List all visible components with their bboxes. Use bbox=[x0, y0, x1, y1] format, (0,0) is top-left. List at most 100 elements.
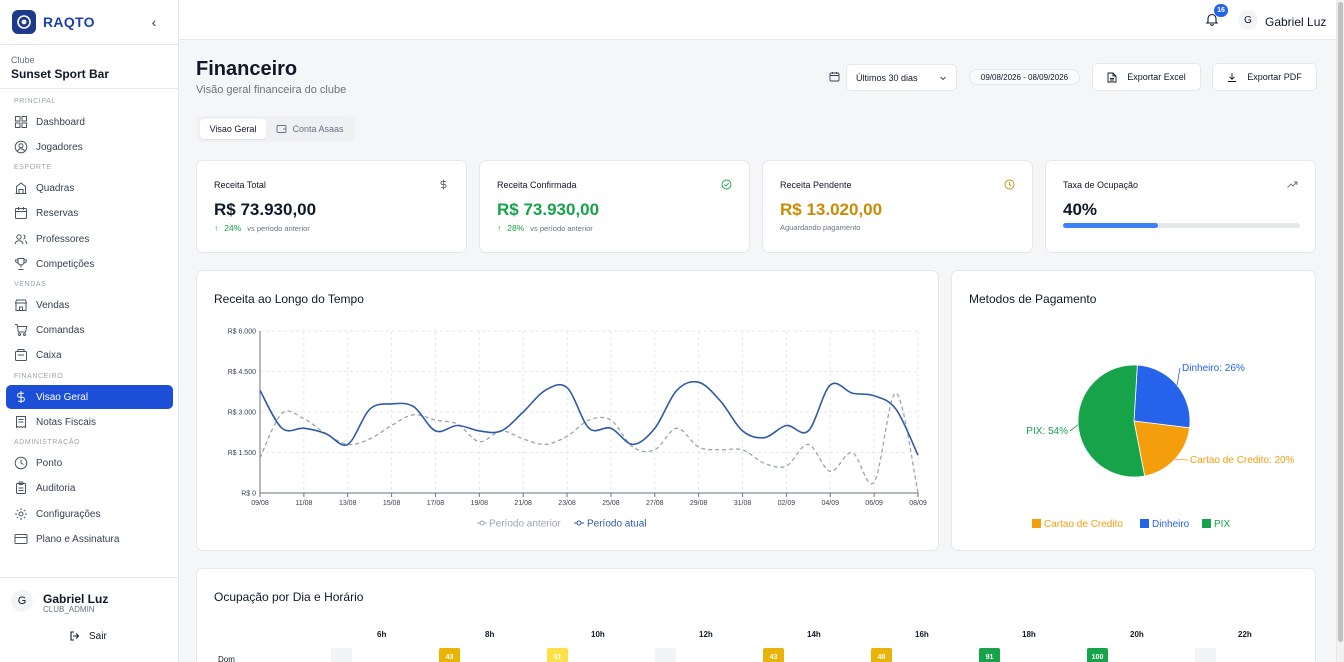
sidebar-item-plano-e-assinatura[interactable]: Plano e Assinatura bbox=[6, 527, 173, 551]
sidebar-item-configuracoes[interactable]: Configurações bbox=[6, 502, 173, 526]
x-tick-label: 02/09 bbox=[778, 500, 796, 507]
heatmap-hour-label: 8h bbox=[485, 630, 495, 639]
legend-label-current: Período atual bbox=[587, 519, 647, 530]
heatmap-cell[interactable] bbox=[655, 648, 676, 662]
y-tick-label: R$ 6.000 bbox=[228, 329, 257, 336]
kpi-card-receita-pendente: Receita Pendente R$ 13.020,00 Aguardando… bbox=[762, 160, 1033, 253]
pie-label-line bbox=[1174, 458, 1189, 461]
collapse-sidebar-button[interactable]: ‹ bbox=[151, 14, 157, 30]
export-pdf-label: Exportar PDF bbox=[1247, 72, 1302, 82]
avatar: G bbox=[11, 590, 33, 612]
heatmap-hour-label: 6h bbox=[377, 630, 387, 639]
pie-label: PIX: 54% bbox=[1026, 426, 1068, 437]
notification-badge: 16 bbox=[1214, 4, 1228, 17]
chevron-down-icon bbox=[940, 76, 946, 81]
heatmap-cell[interactable]: 48 bbox=[871, 648, 892, 662]
sidebar-item-comandas[interactable]: Comandas bbox=[6, 318, 173, 342]
tab-visao-geral[interactable]: Visao Geral bbox=[200, 119, 266, 139]
kpi-title: Taxa de Ocupação bbox=[1063, 180, 1139, 190]
divider bbox=[0, 577, 179, 578]
pie-label-line bbox=[1176, 367, 1181, 386]
sidebar-item-reservas[interactable]: Reservas bbox=[6, 201, 173, 225]
pie-label-line bbox=[1069, 424, 1079, 432]
trend-up-icon: ↑ bbox=[214, 223, 219, 233]
kpi-change-value: 28% bbox=[507, 223, 525, 233]
sidebar-item-label: Quadras bbox=[36, 182, 75, 194]
sidebar-section-title: PRINCIPAL bbox=[14, 98, 56, 105]
heatmap-cell[interactable] bbox=[331, 648, 352, 662]
sidebar-item-label: Reservas bbox=[36, 207, 79, 219]
sidebar-item-dashboard[interactable]: Dashboard bbox=[6, 110, 173, 134]
x-tick-label: 08/09 bbox=[909, 500, 927, 507]
sidebar-item-label: Comandas bbox=[36, 324, 85, 336]
sidebar: RAQTO ‹ Clube Sunset Sport Bar PRINCIPAL… bbox=[0, 0, 179, 662]
pie-label: Cartao de Credito: 20% bbox=[1190, 455, 1295, 466]
x-tick-label: 29/08 bbox=[690, 500, 708, 507]
heatmap-hour-label: 16h bbox=[915, 630, 929, 639]
heatmap-cell[interactable]: 43 bbox=[439, 648, 460, 662]
legend-label: PIX bbox=[1214, 519, 1230, 530]
heatmap-cell[interactable]: 91 bbox=[979, 648, 1000, 662]
topbar-user-name[interactable]: Gabriel Luz bbox=[1265, 15, 1327, 29]
date-range-badge: 09/08/2026 - 08/09/2026 bbox=[969, 69, 1080, 85]
trend-up-icon: ↑ bbox=[497, 223, 502, 233]
sidebar-item-ponto[interactable]: Ponto bbox=[6, 451, 173, 475]
sidebar-item-label: Configurações bbox=[36, 508, 101, 520]
club-name: Sunset Sport Bar bbox=[11, 67, 110, 81]
kpi-change-value: 24% bbox=[224, 223, 242, 233]
kpi-change-note: vs período anterior bbox=[530, 223, 593, 233]
heatmap-cell[interactable]: 43 bbox=[763, 648, 784, 662]
page-scrollbar[interactable] bbox=[1336, 0, 1344, 662]
logout-button[interactable]: Sair bbox=[69, 630, 107, 642]
sidebar-item-professores[interactable]: Professores bbox=[6, 227, 173, 251]
sidebar-item-quadras[interactable]: Quadras bbox=[6, 176, 173, 200]
occupancy-progress-bar bbox=[1063, 223, 1300, 228]
grid-icon bbox=[15, 116, 27, 128]
period-select[interactable]: Últimos 30 dias bbox=[846, 64, 957, 91]
page-title: Financeiro bbox=[196, 58, 298, 80]
sidebar-item-label: Jogadores bbox=[36, 141, 83, 153]
series-line-periodo-anterior bbox=[259, 392, 919, 494]
heatmap-hour-label: 10h bbox=[591, 630, 605, 639]
x-tick-label: 06/09 bbox=[865, 500, 883, 507]
kpi-card-taxa-ocupacao: Taxa de Ocupação 40% bbox=[1045, 160, 1316, 253]
store-icon bbox=[14, 299, 28, 311]
sidebar-section-title: ADMINISTRAÇÃO bbox=[14, 439, 81, 446]
sidebar-item-visao-geral[interactable]: Visao Geral bbox=[6, 385, 173, 409]
sidebar-item-label: Visao Geral bbox=[36, 391, 89, 403]
heatmap-cell[interactable]: 100 bbox=[1087, 648, 1108, 662]
tab-conta-asaas[interactable]: Conta Asaas bbox=[269, 119, 351, 139]
sidebar-item-jogadores[interactable]: Jogadores bbox=[6, 135, 173, 159]
kpi-value: R$ 13.020,00 bbox=[780, 200, 883, 219]
kpi-note: Aguardando pagamento bbox=[780, 223, 861, 232]
legend-label-previous: Período anterior bbox=[489, 519, 561, 530]
legend-label: Cartao de Credito bbox=[1044, 519, 1123, 530]
brand[interactable]: RAQTO bbox=[12, 10, 95, 34]
heatmap-cell[interactable] bbox=[1195, 648, 1216, 662]
page-subtitle: Visão geral financeira do clube bbox=[196, 84, 347, 96]
register-icon bbox=[15, 349, 27, 361]
heatmap-hour-label: 12h bbox=[699, 630, 713, 639]
bell-icon[interactable] bbox=[1205, 12, 1219, 26]
trophy-icon bbox=[14, 258, 28, 270]
legend-label: Dinheiro bbox=[1152, 519, 1190, 530]
clipboard-icon bbox=[16, 481, 26, 494]
avatar[interactable]: G bbox=[1238, 10, 1258, 30]
pie-label: Dinheiro: 26% bbox=[1182, 363, 1245, 374]
export-excel-button[interactable]: Exportar Excel bbox=[1092, 63, 1201, 91]
series-line-periodo-atual bbox=[259, 380, 919, 456]
sidebar-item-notas-fiscais[interactable]: Notas Fiscais bbox=[6, 410, 173, 434]
heatmap-cell[interactable]: 31 bbox=[547, 648, 568, 662]
sidebar-item-competicoes[interactable]: Competições bbox=[6, 252, 173, 276]
chart-title: Metodos de Pagamento bbox=[969, 292, 1097, 306]
sidebar-item-caixa[interactable]: Caixa bbox=[6, 343, 173, 367]
x-tick-label: 25/08 bbox=[602, 500, 620, 507]
wallet-icon bbox=[277, 125, 287, 133]
sidebar-item-label: Professores bbox=[36, 233, 90, 245]
sidebar-item-vendas[interactable]: Vendas bbox=[6, 293, 173, 317]
credit-card-icon bbox=[14, 534, 28, 544]
export-pdf-button[interactable]: Exportar PDF bbox=[1212, 63, 1317, 91]
sidebar-item-auditoria[interactable]: Auditoria bbox=[6, 476, 173, 500]
scrollbar-thumb[interactable] bbox=[1338, 2, 1343, 642]
pie-slice-pix bbox=[1077, 364, 1146, 478]
